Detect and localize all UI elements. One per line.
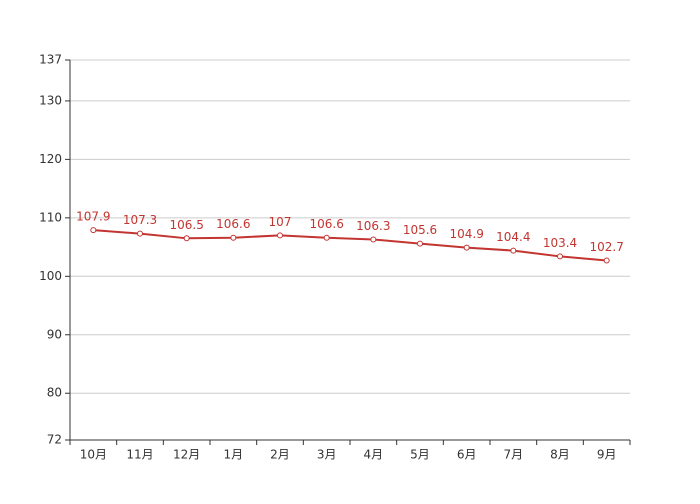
data-label: 107.3 <box>123 213 157 227</box>
y-tick-label: 120 <box>39 152 62 166</box>
point <box>463 244 470 251</box>
point <box>510 247 517 254</box>
x-tick-label: 5月 <box>410 448 430 462</box>
line <box>93 229 607 262</box>
data-label: 103.4 <box>543 236 577 250</box>
x-tick-label: 12月 <box>173 448 200 462</box>
x-tick-label: 7月 <box>504 448 524 462</box>
data-label: 102.7 <box>589 240 623 254</box>
x-tick-label: 10月 <box>80 448 107 462</box>
data-label: 106.6 <box>216 217 250 231</box>
x-tick-label: 4月 <box>364 448 384 462</box>
y-tick-label: 130 <box>39 93 62 107</box>
data-label: 106.5 <box>169 218 203 232</box>
point <box>323 234 330 241</box>
y-tick-label: 110 <box>39 210 62 224</box>
point <box>557 253 563 260</box>
x-tick-label: 11月 <box>126 448 153 462</box>
point <box>90 227 97 234</box>
y-tick-label: 137 <box>39 53 62 67</box>
x-tick-label: 8月 <box>550 448 570 462</box>
point <box>603 257 610 264</box>
x-tick-label: 6月 <box>457 448 477 462</box>
point <box>137 230 143 237</box>
x-tick-label: 2月 <box>270 448 290 462</box>
x-tick-label: 1月 <box>224 448 244 462</box>
data-label: 107 <box>269 215 292 229</box>
x-tick-label: 3月 <box>317 448 337 462</box>
data-label: 106.6 <box>309 217 343 231</box>
point <box>277 232 283 239</box>
point <box>183 235 190 242</box>
data-label: 105.6 <box>403 223 437 237</box>
point <box>230 234 237 241</box>
data-label: 104.4 <box>496 230 530 244</box>
data-label: 106.3 <box>356 219 390 233</box>
y-tick-label: 80 <box>47 386 62 400</box>
y-tick-label: 100 <box>39 269 62 283</box>
data-label: 104.9 <box>449 227 483 241</box>
point <box>370 236 377 243</box>
data-label: 107.9 <box>76 210 110 224</box>
y-tick-label: 90 <box>47 327 62 341</box>
point <box>417 240 423 247</box>
x-tick-label: 9月 <box>597 448 617 462</box>
y-tick-label: 72 <box>47 433 62 447</box>
